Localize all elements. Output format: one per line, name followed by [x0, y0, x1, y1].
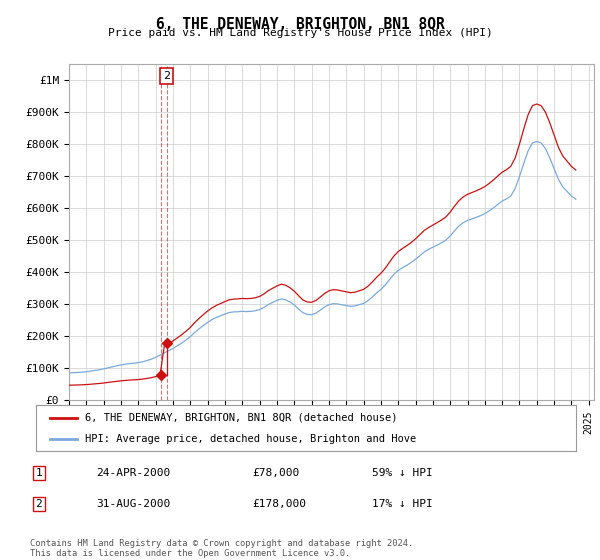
Text: 2: 2: [35, 499, 43, 509]
Text: 59% ↓ HPI: 59% ↓ HPI: [372, 468, 433, 478]
Text: 1: 1: [35, 468, 43, 478]
Text: 6, THE DENEWAY, BRIGHTON, BN1 8QR (detached house): 6, THE DENEWAY, BRIGHTON, BN1 8QR (detac…: [85, 413, 397, 423]
Text: 2: 2: [163, 71, 170, 81]
Text: £78,000: £78,000: [252, 468, 299, 478]
Text: £178,000: £178,000: [252, 499, 306, 509]
Text: 6, THE DENEWAY, BRIGHTON, BN1 8QR: 6, THE DENEWAY, BRIGHTON, BN1 8QR: [155, 17, 445, 32]
Text: Contains HM Land Registry data © Crown copyright and database right 2024.
This d: Contains HM Land Registry data © Crown c…: [30, 539, 413, 558]
Text: 24-APR-2000: 24-APR-2000: [96, 468, 170, 478]
Text: Price paid vs. HM Land Registry's House Price Index (HPI): Price paid vs. HM Land Registry's House …: [107, 28, 493, 38]
Text: 17% ↓ HPI: 17% ↓ HPI: [372, 499, 433, 509]
Text: 31-AUG-2000: 31-AUG-2000: [96, 499, 170, 509]
Text: HPI: Average price, detached house, Brighton and Hove: HPI: Average price, detached house, Brig…: [85, 435, 416, 444]
